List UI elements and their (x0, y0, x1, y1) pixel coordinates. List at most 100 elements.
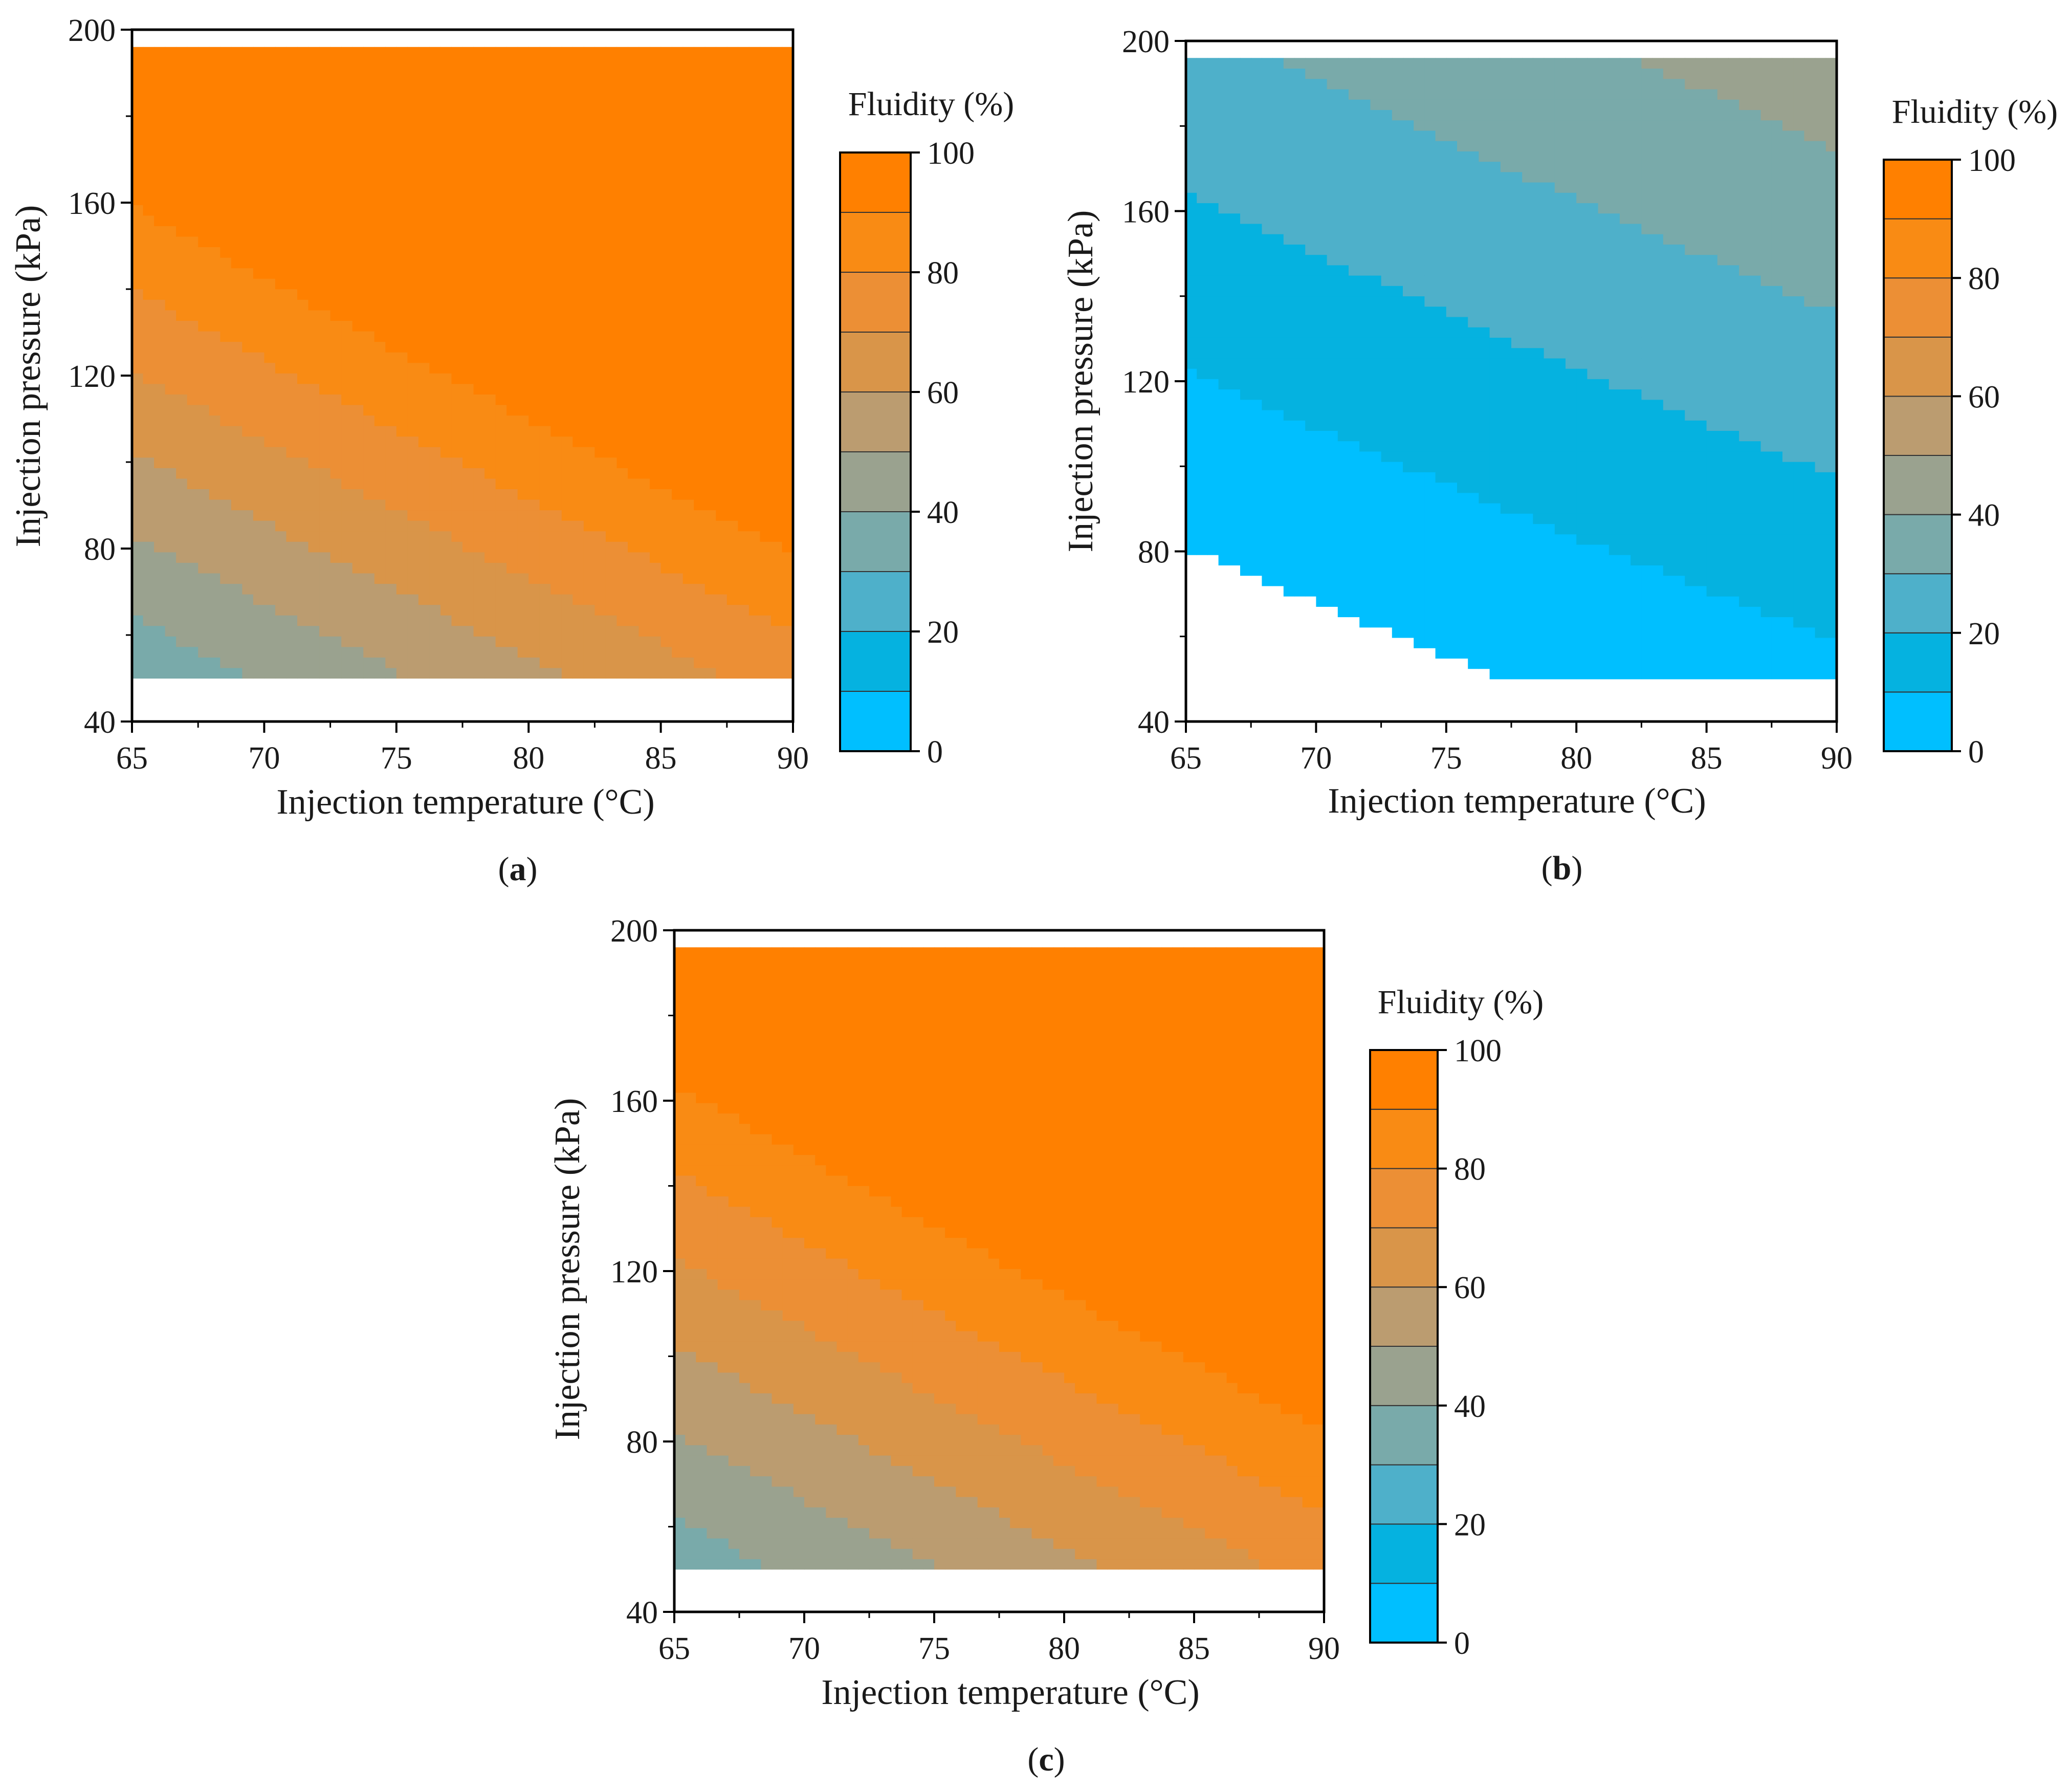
contour-cell (782, 531, 793, 542)
contour-cell (418, 289, 430, 300)
contour-cell (1219, 203, 1230, 213)
contour-cell (209, 363, 221, 374)
contour-cell (1392, 493, 1403, 504)
contour-cell (363, 657, 374, 668)
contour-cell (738, 468, 749, 478)
contour-cell (1294, 503, 1306, 514)
contour-cell (1305, 203, 1316, 213)
contour-cell (132, 205, 143, 215)
contour-cell (474, 562, 485, 573)
contour-cell (407, 510, 418, 521)
contour-cell (771, 447, 782, 457)
contour-cell (451, 510, 462, 521)
contour-cell (1359, 358, 1371, 369)
contour-cell (628, 310, 639, 321)
contour-cell (1229, 462, 1241, 472)
contour-cell (264, 436, 275, 447)
contour-cell (1229, 358, 1241, 369)
contour-cell (484, 110, 496, 121)
contour-cell (727, 384, 738, 395)
contour-cell (672, 57, 683, 68)
contour-cell (451, 110, 462, 121)
contour-cell (154, 489, 165, 499)
contour-cell (1305, 110, 1316, 120)
contour-cell (165, 394, 177, 405)
contour-cell (562, 131, 573, 142)
contour-cell (451, 605, 462, 616)
contour-cell (1414, 420, 1425, 431)
contour-cell (1316, 99, 1327, 110)
contour-cell (1316, 213, 1327, 224)
contour-cell (363, 289, 374, 300)
contour-cell (1392, 565, 1403, 576)
contour-cell (319, 436, 331, 447)
contour-cell (1424, 441, 1436, 452)
contour-cell (1436, 286, 1447, 296)
contour-cell (132, 447, 143, 457)
contour-cell (264, 342, 275, 353)
contour-cell (253, 394, 265, 405)
contour-cell (1414, 79, 1425, 90)
contour-cell (1392, 172, 1403, 183)
contour-cell (429, 184, 440, 194)
contour-cell (1273, 203, 1284, 213)
contour-cell (1403, 182, 1414, 193)
contour-cell (749, 257, 760, 268)
contour-cell (474, 342, 485, 353)
contour-cell (143, 626, 155, 637)
contour-cell (1305, 379, 1316, 389)
contour-cell (496, 562, 507, 573)
contour-cell (451, 384, 462, 395)
contour-cell (694, 373, 705, 384)
contour-cell (771, 257, 782, 268)
contour-cell (297, 184, 309, 194)
contour-cell (309, 426, 320, 436)
contour-cell (749, 384, 760, 395)
contour-cell (396, 426, 408, 436)
contour-cell (683, 47, 694, 58)
contour-cell (584, 110, 595, 121)
contour-cell (1370, 296, 1381, 307)
contour-cell (496, 152, 507, 163)
contour-cell (782, 373, 793, 384)
contour-cell (760, 47, 771, 58)
contour-cell (198, 310, 209, 321)
contour-cell (154, 510, 165, 521)
contour-cell (209, 594, 221, 605)
contour-cell (319, 405, 331, 416)
contour-cell (1436, 648, 1447, 659)
contour-cell (462, 520, 474, 531)
contour-cell (496, 299, 507, 310)
contour-cell (672, 226, 683, 236)
contour-cell (1446, 182, 1458, 193)
contour-cell (187, 78, 199, 89)
contour-cell (616, 478, 628, 489)
contour-cell (1424, 348, 1436, 359)
contour-cell (286, 226, 297, 236)
contour-cell (1197, 430, 1208, 441)
contour-cell (1403, 503, 1414, 514)
contour-cell (198, 415, 209, 426)
contour-cell (1349, 430, 1360, 441)
contour-cell (705, 468, 716, 478)
contour-cell (1197, 368, 1208, 379)
contour-cell (540, 100, 551, 111)
contour-cell (1403, 606, 1414, 617)
contour-cell (374, 573, 386, 584)
contour-cell (451, 373, 462, 384)
contour-cell (165, 236, 177, 247)
contour-cell (1359, 483, 1371, 493)
contour-cell (220, 131, 231, 142)
contour-cell (264, 236, 275, 247)
contour-cell (198, 194, 209, 205)
contour-cell (594, 226, 606, 236)
contour-cell (1338, 462, 1349, 472)
contour-cell (1186, 265, 1197, 276)
contour-cell (694, 215, 705, 226)
contour-cell (253, 236, 265, 247)
contour-cell (309, 531, 320, 542)
contour-cell (594, 626, 606, 637)
contour-cell (528, 426, 540, 436)
contour-cell (1207, 213, 1219, 224)
contour-cell (506, 405, 518, 416)
